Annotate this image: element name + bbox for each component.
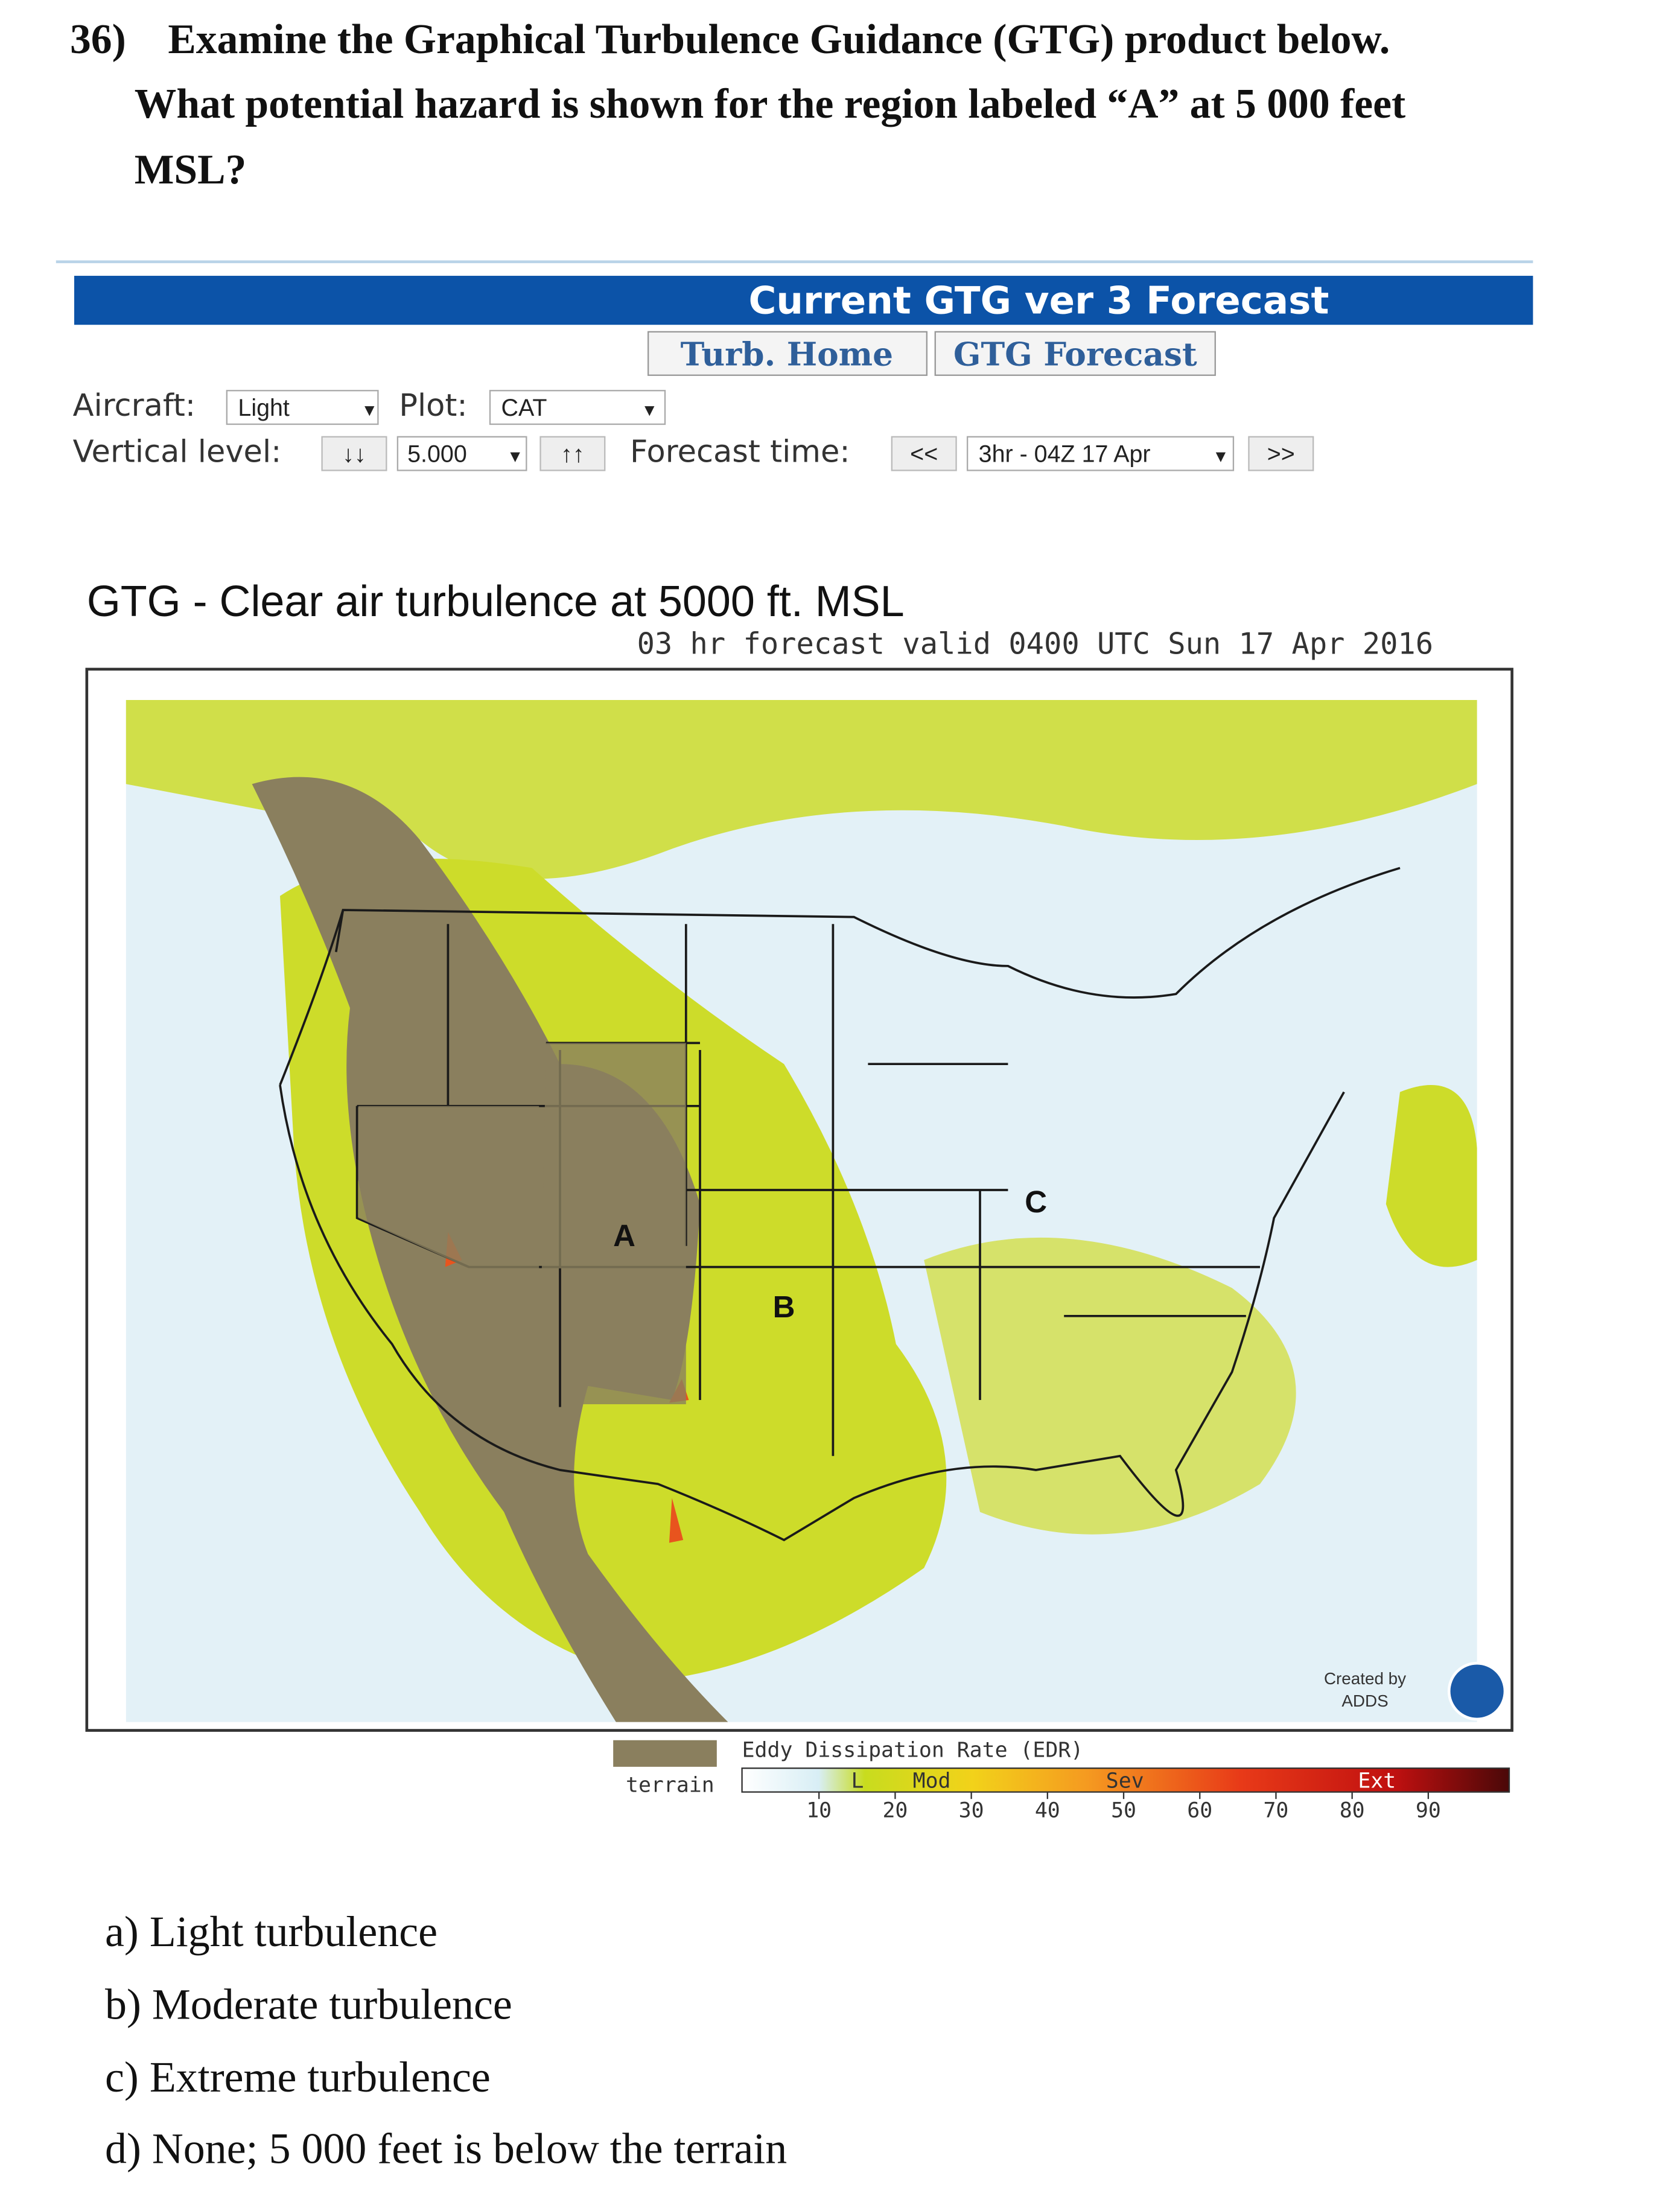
button[interactable] <box>321 436 387 471</box>
color-bar <box>741 1767 1510 1793</box>
forecast-area <box>1386 1085 1477 1267</box>
credit: ADDS <box>1341 1691 1388 1710</box>
legend-tick-label: 10 <box>806 1798 832 1822</box>
region-label: B <box>773 1290 795 1324</box>
dropdown-arrow: ▼ <box>641 401 658 420</box>
label: Plot: <box>399 388 467 424</box>
legend-tick-label: 80 <box>1340 1798 1365 1822</box>
select[interactable] <box>966 436 1235 471</box>
option[interactable]: b) Moderate turbulence <box>105 1980 512 2028</box>
legend-category: Ext <box>1358 1769 1396 1793</box>
question-line: What potential hazard is shown for the r… <box>135 81 1405 127</box>
dropdown-arrow: ▼ <box>1212 448 1229 466</box>
legend-label: terrain <box>626 1774 714 1798</box>
button-label: >> <box>1267 441 1295 468</box>
legend-tick-label: 70 <box>1263 1798 1288 1822</box>
legend-ticks: 10 20 30 40 50 60 70 80 90 <box>806 1792 1441 1822</box>
select-value: 5.000 <box>407 441 467 468</box>
map-subtitle: 03 hr forecast valid 0400 UTC Sun 17 Apr… <box>637 627 1433 661</box>
label: Aircraft: <box>73 388 196 424</box>
option[interactable]: a) Light turbulence <box>105 1908 438 1956</box>
question-line: Examine the Graphical Turbulence Guidanc… <box>168 16 1390 63</box>
legend-tick-label: 60 <box>1187 1798 1212 1822</box>
credit: Created by <box>1324 1669 1406 1688</box>
legend-category: Mod <box>913 1769 951 1793</box>
nav-label: Turb. Home <box>681 336 894 374</box>
button-label: ↓↓ <box>342 441 366 468</box>
terrain-area <box>358 1043 686 1404</box>
label: Forecast time: <box>630 434 850 470</box>
button[interactable] <box>891 436 957 471</box>
legend-tick-label: 90 <box>1416 1798 1441 1822</box>
coastline <box>279 867 1401 1542</box>
banner <box>74 276 1533 325</box>
button-label: ↑↑ <box>561 441 584 468</box>
select-value: 3hr - 04Z 17 Apr <box>979 441 1151 468</box>
button-label: << <box>910 441 938 468</box>
button[interactable] <box>1248 436 1314 471</box>
region-label: C <box>1025 1185 1047 1219</box>
legend-category: Sev <box>1106 1769 1144 1793</box>
logo <box>1447 1661 1507 1721</box>
select-value: CAT <box>501 395 547 421</box>
legend-title: Eddy Dissipation Rate (EDR) <box>742 1739 1084 1763</box>
forecast-area <box>126 700 1477 879</box>
dropdown-arrow: ▼ <box>361 401 378 420</box>
select[interactable] <box>489 390 666 425</box>
nav-button[interactable] <box>934 331 1216 376</box>
option[interactable]: c) Extreme turbulence <box>105 2053 491 2101</box>
map-title: GTG - Clear air turbulence at 5000 ft. M… <box>87 578 905 626</box>
legend-category: L <box>851 1769 864 1793</box>
question-line: MSL? <box>135 147 247 193</box>
legend-tick-label: 20 <box>882 1798 908 1822</box>
label: Vertical level: <box>73 434 282 470</box>
question-number: 36) <box>70 16 126 63</box>
legend-tick-label: 50 <box>1111 1798 1136 1822</box>
select-value: Light <box>238 395 290 421</box>
forecast-area <box>924 1237 1296 1535</box>
dropdown-arrow: ▼ <box>507 448 524 466</box>
button[interactable] <box>539 436 606 471</box>
map: A B C Created by ADDS <box>85 667 1513 1732</box>
nav-button[interactable] <box>648 331 928 376</box>
region-label: A <box>613 1218 635 1253</box>
terrain-swatch <box>613 1740 717 1767</box>
select[interactable] <box>226 390 379 425</box>
nav-label: GTG Forecast <box>953 336 1197 374</box>
banner-title: Current GTG ver 3 Forecast <box>748 279 1329 323</box>
legend-tick-label: 30 <box>959 1798 984 1822</box>
legend-tick-label: 40 <box>1035 1798 1060 1822</box>
select[interactable] <box>396 436 527 471</box>
option[interactable]: d) None; 5 000 feet is below the terrain <box>105 2124 787 2172</box>
